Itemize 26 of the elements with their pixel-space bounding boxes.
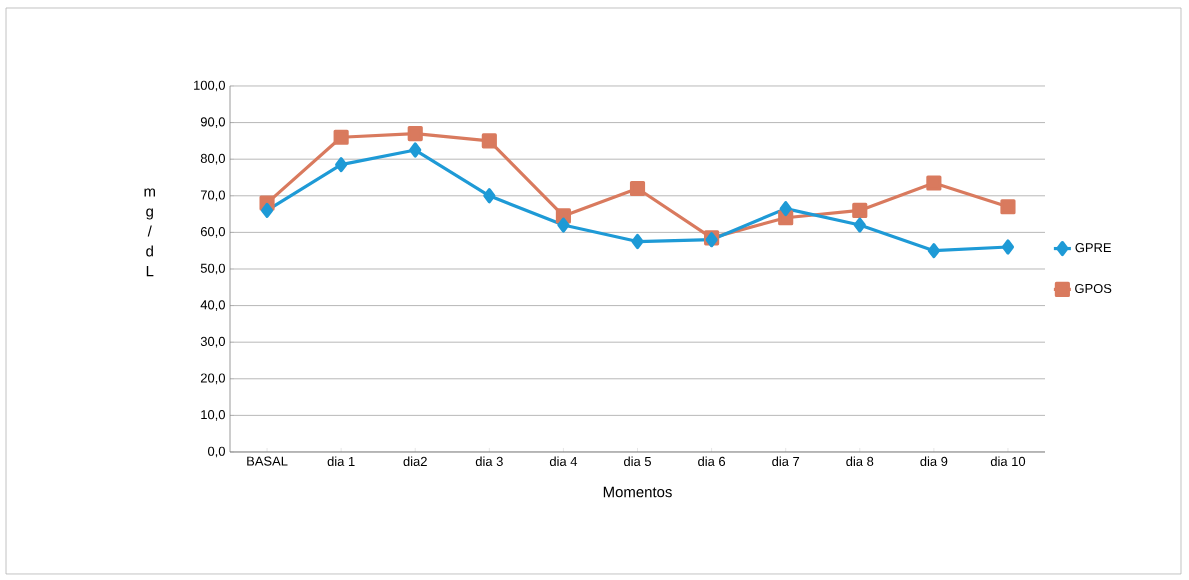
x-tick-label: dia 10	[990, 456, 1026, 467]
legend-label: GPRE	[1075, 243, 1111, 253]
x-tick-label: dia2	[403, 456, 427, 467]
y-axis-title: m g / d L	[144, 188, 155, 277]
y-tick-label: 0,0	[207, 446, 225, 458]
y-tick-label: 50,0	[200, 263, 225, 275]
y-tick-label: 70,0	[200, 190, 225, 202]
y-tick-label: 80,0	[200, 153, 225, 165]
x-tick-label: dia 8	[846, 456, 874, 467]
y-tick-label: 20,0	[200, 373, 225, 385]
x-tick-label: dia 9	[920, 456, 948, 467]
x-axis-title: Momentos	[603, 486, 672, 498]
x-tick-label: dia 1	[327, 456, 355, 467]
x-tick-label: dia 6	[698, 456, 726, 467]
y-tick-label: 60,0	[200, 227, 225, 238]
x-tick-label: BASAL	[247, 456, 288, 466]
y-tick-label: 10,0	[201, 410, 225, 421]
legend-label: GPOS	[1075, 283, 1112, 294]
x-tick-label: dia 4	[549, 456, 578, 467]
x-tick-label: dia 3	[475, 456, 503, 467]
x-tick-label: dia 7	[772, 456, 800, 467]
y-tick-label: 40,0	[200, 300, 225, 311]
x-tick-label: dia 5	[624, 456, 651, 467]
y-tick-label: 30,0	[200, 336, 225, 348]
y-tick-label: 90,0	[200, 117, 225, 128]
y-tick-label: 100,0	[194, 80, 225, 92]
